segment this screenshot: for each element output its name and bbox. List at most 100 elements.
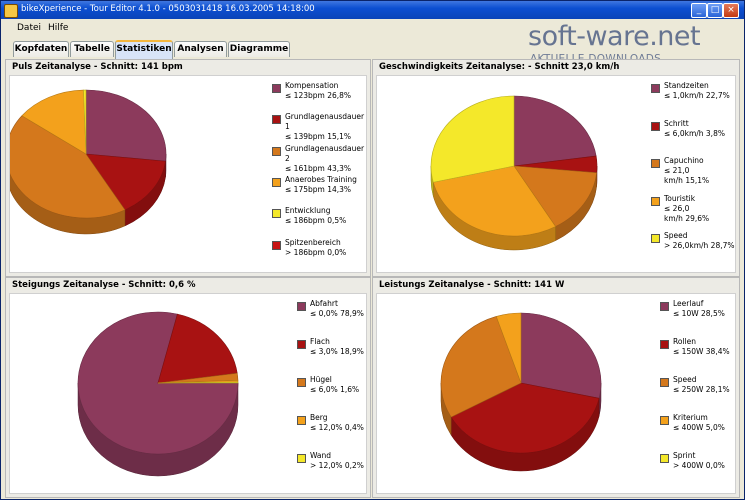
legend-swatch — [651, 234, 660, 244]
legend: Kompensation ≤ 123bpm 26,8% Grundlagenausd… — [272, 81, 364, 269]
panel-geschwindigkeit: Geschwindigkeits Zeitanalyse: - Schnitt … — [372, 59, 740, 277]
panel-title: Geschwindigkeits Zeitanalyse: - Schnitt … — [379, 62, 620, 72]
pie-slice-flach — [157, 313, 238, 384]
legend-line: ≤ 250W 28,1% — [673, 385, 730, 394]
legend-line: ≤ 6,0km/h 3,8% — [664, 128, 725, 138]
legend-line: km/h 15,1% — [664, 176, 710, 186]
legend-text: Kriterium ≤ 400W 5,0% — [673, 413, 725, 433]
legend-text: Speed > 26,0km/h 28,7% — [664, 231, 735, 251]
legend-text: Grundlagenausdauer 2 ≤ 161bpm 43,3% — [285, 144, 364, 174]
legend-line: ≤ 3,0% 18,9% — [310, 347, 364, 356]
legend-swatch — [272, 178, 281, 187]
legend-line: Leerlauf — [673, 299, 704, 308]
legend: Standzeiten ≤ 1,0km/h 22,7% Schritt ≤ 6,0km… — [651, 81, 735, 269]
legend-line: Anaerobes Training — [285, 175, 357, 184]
maximize-button[interactable]: □ — [707, 3, 723, 18]
legend-swatch — [297, 340, 306, 349]
legend-line: 2 — [285, 153, 290, 163]
legend-text: Flach ≤ 3,0% 18,9% — [310, 337, 364, 357]
pie-slice-anaerobes-training — [21, 89, 87, 155]
legend-line: km/h 29,6% — [664, 213, 710, 223]
legend-text: Capuchino ≤ 21,0 km/h 15,1% — [664, 156, 709, 186]
legend-line: ≤ 123bpm 26,8% — [285, 91, 352, 100]
legend-line: Entwicklung — [285, 206, 331, 216]
legend-swatch — [272, 240, 281, 250]
legend-line: ≤ 26,0 — [664, 203, 690, 213]
legend-line: > 26,0km/h 28,7% — [664, 241, 735, 251]
legend-line: > 400W 0,0% — [673, 461, 725, 470]
legend-swatch — [272, 209, 281, 219]
menu-hilfe[interactable]: Hilfe — [48, 23, 69, 33]
legend-line: Flach — [310, 337, 330, 346]
pie-chart-geschwindigkeit — [430, 95, 598, 251]
legend-line: Grundlagenausdauer — [285, 112, 365, 122]
menu-bar: Datei Hilfe — [1, 20, 744, 36]
legend-line: Grundlagenausdauer — [285, 143, 365, 153]
legend-line: Speed — [673, 375, 697, 384]
pie-slice-wand — [157, 381, 239, 384]
legend-line: > 12,0% 0,2% — [310, 461, 364, 470]
legend-swatch — [297, 378, 306, 387]
legend-line: ≤ 10W 28,5% — [673, 309, 725, 318]
legend-line: Abfahrt — [310, 299, 338, 308]
legend-text: Wand > 12,0% 0,2% — [310, 451, 364, 471]
legend-line: Standzeiten — [664, 81, 709, 90]
legend-text: Speed ≤ 250W 28,1% — [673, 375, 730, 395]
legend-line: ≤ 161bpm 43,3% — [285, 163, 352, 173]
app-icon[interactable] — [4, 4, 18, 18]
legend-line: ≤ 186bpm 0,5% — [285, 216, 347, 226]
legend-swatch — [297, 302, 306, 311]
tab-diagramme[interactable]: Diagramme — [228, 41, 290, 57]
legend-text: Hügel ≤ 6,0% 1,6% — [310, 375, 359, 395]
legend-line: ≤ 175bpm 14,3% — [285, 185, 352, 194]
plot-area: Leerlauf ≤ 10W 28,5% Rollen ≤ 150W 38,4% Spe… — [376, 293, 736, 494]
legend-line: Wand — [310, 451, 332, 460]
legend-line: Touristik — [664, 193, 696, 203]
pie-chart-steigung — [77, 311, 239, 477]
legend-text: Schritt ≤ 6,0km/h 3,8% — [664, 119, 725, 139]
legend-line: Kriterium — [673, 413, 708, 422]
window-title: bikeXperience - Tour Editor 4.1.0 - 0503… — [21, 4, 315, 14]
legend-text: Leerlauf ≤ 10W 28,5% — [673, 299, 725, 319]
legend-line: Berg — [310, 413, 328, 422]
panel-title: Steigungs Zeitanalyse - Schnitt: 0,6 % — [12, 280, 196, 290]
legend-text: Berg ≤ 12,0% 0,4% — [310, 413, 364, 433]
tab-kopfdaten[interactable]: Kopfdaten — [13, 41, 69, 57]
legend: Abfahrt ≤ 0,0% 78,9% Flach ≤ 3,0% 18,9% Hüge… — [297, 299, 364, 489]
panel-title: Puls Zeitanalyse - Schnitt: 141 bpm — [12, 62, 183, 72]
legend-line: ≤ 1,0km/h 22,7% — [664, 91, 730, 100]
legend-text: Spitzenbereich > 186bpm 0,0% — [285, 238, 346, 258]
pie-slice-capuchino — [513, 165, 597, 227]
legend-line: Schritt — [664, 118, 689, 128]
pie-slice-leerlauf — [520, 312, 602, 399]
panel-title: Leistungs Zeitanalyse - Schnitt: 141 W — [379, 280, 565, 290]
legend-line: ≤ 12,0% 0,4% — [310, 423, 364, 432]
tab-statistiken[interactable]: Statistiken — [115, 40, 173, 59]
legend-line: > 186bpm 0,0% — [285, 247, 347, 257]
legend-swatch — [272, 84, 281, 93]
legend-line: Hügel — [310, 375, 332, 384]
close-button[interactable]: × — [723, 3, 739, 18]
legend-line: Sprint — [673, 451, 696, 460]
legend-swatch — [651, 84, 660, 93]
pie-slice-speed — [430, 95, 515, 183]
legend-swatch — [660, 378, 669, 387]
tab-analysen[interactable]: Analysen — [174, 41, 227, 57]
pie-slice-rollen — [450, 382, 600, 454]
legend-swatch — [660, 302, 669, 311]
pie-chart-puls — [10, 89, 167, 235]
minimize-button[interactable]: _ — [691, 3, 707, 18]
watermark-title: soft-ware.net — [528, 21, 701, 52]
legend-line: ≤ 139bpm 15,1% — [285, 132, 352, 142]
panel-puls: Puls Zeitanalyse - Schnitt: 141 bpm Komp… — [5, 59, 371, 277]
legend-swatch — [651, 159, 660, 169]
panel-leistung: Leistungs Zeitanalyse - Schnitt: 141 W L… — [372, 277, 740, 498]
pie-slice-entwicklung — [83, 89, 87, 155]
pie-slice-kriterium — [495, 312, 522, 384]
title-bar[interactable]: bikeXperience - Tour Editor 4.1.0 - 0503… — [1, 1, 744, 19]
pie-slice-grundlagenausdauer-2 — [10, 115, 126, 219]
menu-datei[interactable]: Datei — [17, 23, 42, 33]
pie-slice-grundlagenausdauer-1 — [85, 153, 166, 211]
tab-tabelle[interactable]: Tabelle — [70, 41, 114, 57]
